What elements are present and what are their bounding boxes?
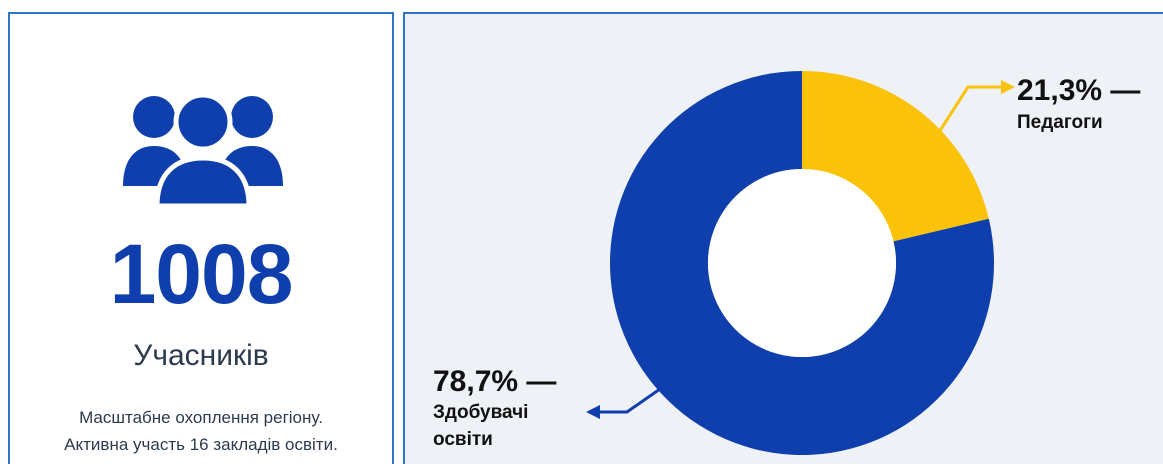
description-line-1: Масштабне охоплення регіону. <box>79 408 323 427</box>
participants-description: Масштабне охоплення регіону. Активна уча… <box>10 404 392 458</box>
students-slice <box>610 71 994 455</box>
donut-chart: 21,3% — Педагоги 78,7% — Здобувачі освіт… <box>433 71 1140 455</box>
participants-card: 1008 Учасників Масштабне охоплення регіо… <box>8 12 394 464</box>
description-line-2: Активна участь 16 закладів освіти. <box>64 435 338 454</box>
students-name-label-line1: Здобувачі <box>433 402 528 423</box>
teachers-slice <box>802 71 989 242</box>
teachers-name-label: Педагоги <box>1017 112 1103 133</box>
teachers-percent-label: 21,3% — <box>1017 74 1140 107</box>
participants-label: Учасників <box>133 339 269 372</box>
participants-count: 1008 <box>109 227 294 321</box>
chart-panel: 21,3% — Педагоги 78,7% — Здобувачі освіт… <box>403 12 1163 464</box>
teachers-leader-line <box>925 85 1003 152</box>
donut-hole <box>708 169 896 357</box>
students-leader-line <box>598 387 661 414</box>
students-arrow-head <box>586 405 600 419</box>
people-group-icon <box>123 92 283 206</box>
students-name-label-line2: освіти <box>433 429 493 450</box>
teachers-arrow-head <box>1001 80 1015 94</box>
students-percent-label: 78,7% — <box>433 365 556 398</box>
